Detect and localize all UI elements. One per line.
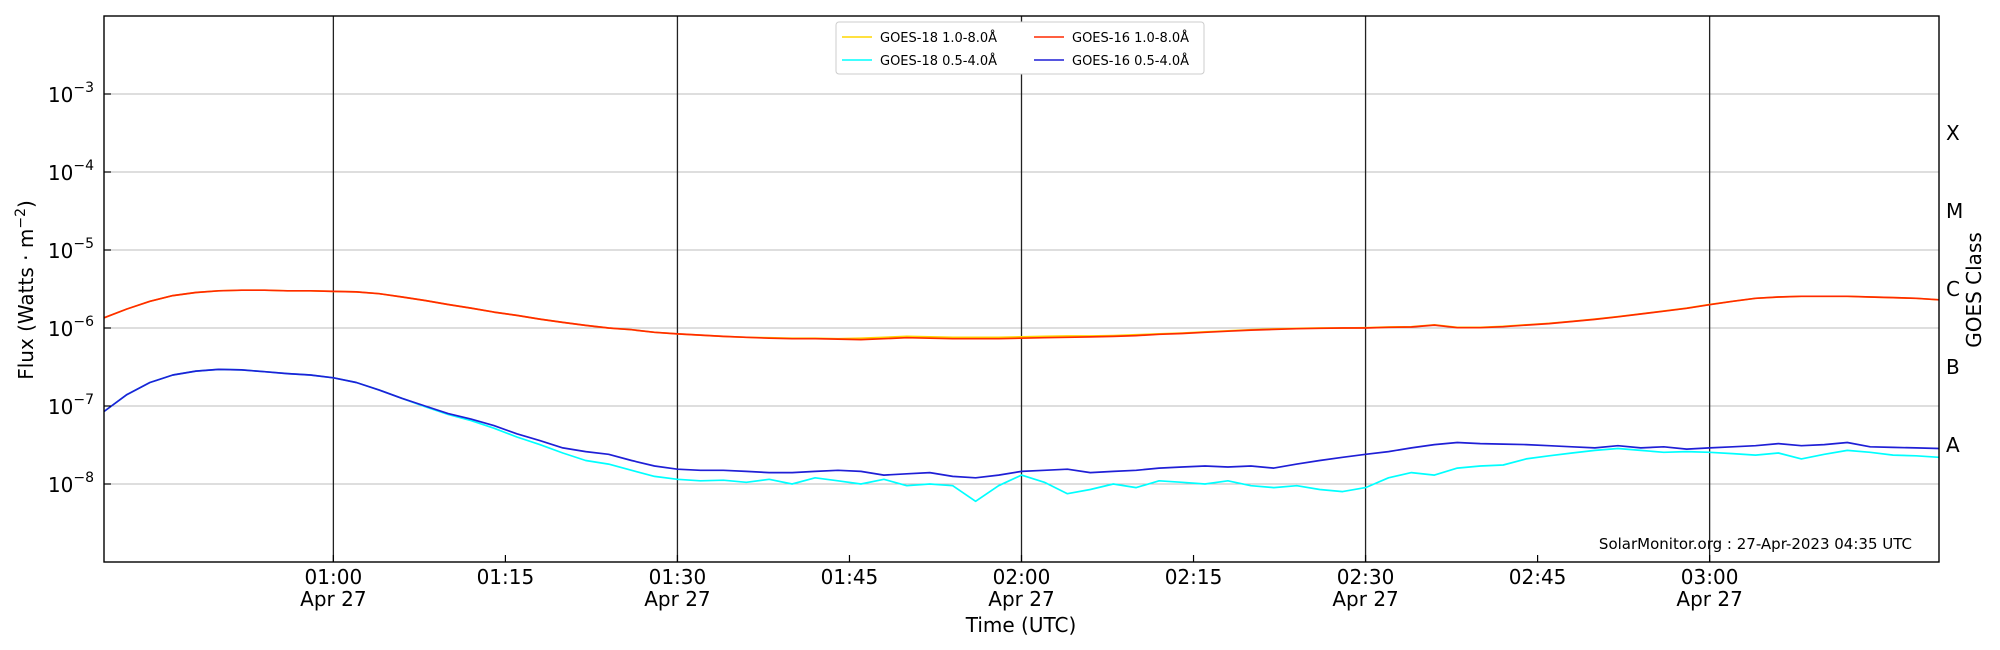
x-tick-date-label: Apr 27 bbox=[988, 587, 1054, 611]
x-tick-label: 02:30 bbox=[1337, 565, 1395, 589]
legend-label-goes16-long: GOES-16 1.0-8.0Å bbox=[1072, 30, 1189, 46]
legend-label-goes16-short: GOES-16 0.5-4.0Å bbox=[1072, 53, 1189, 69]
goes-class-label: C bbox=[1946, 277, 1960, 301]
x-tick-label: 01:45 bbox=[821, 565, 879, 589]
x-tick-label: 01:30 bbox=[649, 565, 707, 589]
x-tick-label: 01:15 bbox=[477, 565, 535, 589]
y-tick-label: 10−4 bbox=[48, 158, 94, 185]
series-layer bbox=[103, 289, 1940, 503]
watermark: SolarMonitor.org : 27-Apr-2023 04:35 UTC bbox=[1599, 535, 1912, 553]
x-tick-label: 01:00 bbox=[305, 565, 363, 589]
y-tick-labels: 10−8 10−7 10−6 10−5 10−4 10−3 bbox=[48, 80, 94, 497]
y2-axis-title: GOES Class bbox=[1962, 232, 1986, 348]
goes-class-label: M bbox=[1946, 199, 1963, 223]
tick-layer bbox=[104, 93, 1711, 562]
x-tick-label: 02:15 bbox=[1165, 565, 1223, 589]
x-tick-date-label: Apr 27 bbox=[300, 587, 366, 611]
legend-box bbox=[835, 21, 1205, 75]
legend-label-goes18-long: GOES-18 1.0-8.0Å bbox=[880, 30, 997, 46]
x-tick-label: 02:45 bbox=[1509, 565, 1567, 589]
goes-class-label: X bbox=[1946, 121, 1960, 145]
y-tick-label: 10−8 bbox=[48, 470, 94, 497]
y-tick-label: 10−6 bbox=[48, 314, 94, 341]
legend-label-goes18-short: GOES-18 0.5-4.0Å bbox=[880, 53, 997, 69]
x-tick-date-label: Apr 27 bbox=[1676, 587, 1742, 611]
y-axis-title-exponent: −2 bbox=[13, 208, 29, 229]
x-tick-label: 02:00 bbox=[993, 565, 1051, 589]
series-goes16-short bbox=[103, 368, 1940, 479]
goes-class-labels: A B C M X bbox=[1946, 121, 1963, 457]
goes-class-label: B bbox=[1946, 355, 1960, 379]
time-marker-layer bbox=[332, 16, 1711, 562]
legend: GOES-18 1.0-8.0Å GOES-18 0.5-4.0Å GOES-1… bbox=[835, 21, 1205, 75]
y-axis-title: Flux (Watts · m−2) bbox=[13, 200, 38, 380]
x-tick-label: 03:00 bbox=[1681, 565, 1739, 589]
x-tick-date-label: Apr 27 bbox=[644, 587, 710, 611]
y-tick-label: 10−7 bbox=[48, 392, 94, 419]
x-axis-title: Time (UTC) bbox=[965, 613, 1077, 637]
y-tick-label: 10−3 bbox=[48, 80, 94, 107]
x-tick-date-label: Apr 27 bbox=[1332, 587, 1398, 611]
y-tick-label: 10−5 bbox=[48, 236, 94, 263]
goes-class-label: A bbox=[1946, 433, 1960, 457]
series-goes16-long bbox=[103, 289, 1940, 341]
